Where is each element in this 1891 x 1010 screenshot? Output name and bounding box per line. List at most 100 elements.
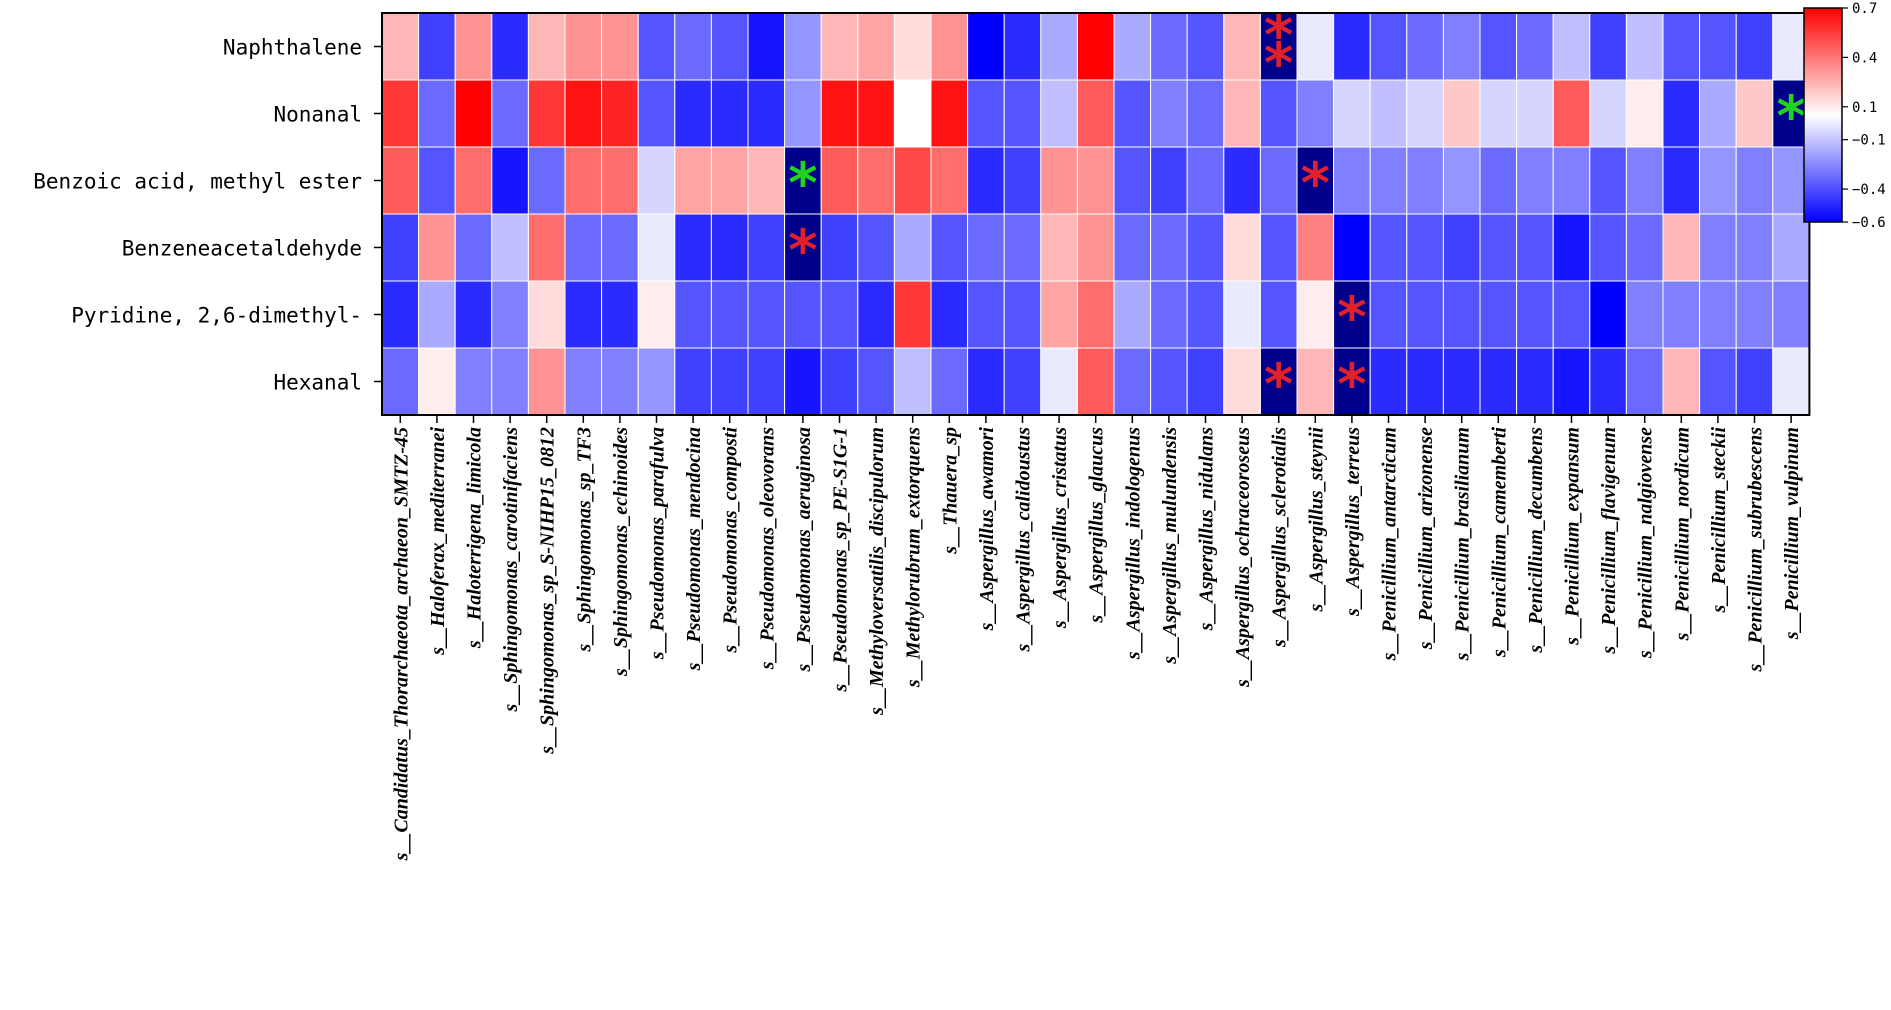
heatmap-cell [1369,280,1408,349]
heatmap-cell [527,213,566,282]
heatmap-cell [747,213,786,282]
heatmap-cell [710,12,749,81]
column-label: s__Aspergillus_steynii [1305,427,1327,613]
heatmap-cell [381,12,420,81]
heatmap-cell [1699,280,1737,349]
column-label: s__Pseudomonas_mendocina [683,427,705,671]
heatmap-cell [527,79,566,148]
heatmap-cell [710,347,749,416]
heatmap-cell [1625,146,1664,215]
heatmap-cell [1296,347,1335,416]
heatmap-cell [747,146,786,215]
heatmap-cell [1150,79,1188,148]
column-label: s__Haloterrigena_limicola [464,427,486,649]
heatmap-cell [1442,280,1481,349]
row-label: Pyridine, 2,6-dimethyl- [71,304,362,328]
heatmap-cell [637,280,676,349]
heatmap-cell [1735,12,1774,81]
heatmap-cell [418,280,456,349]
heatmap-cell [381,79,420,148]
colorbar: 0.7 0.4 0.1 −0.1 −0.4 −0.6 [1803,1,1886,231]
heatmap-cell [637,146,676,215]
heatmap-cell [564,12,603,81]
row-label: Nonanal [273,103,362,127]
heatmap-cell [1552,347,1591,416]
heatmap-cell [820,280,859,349]
heatmap-cell [857,79,895,148]
column-label: s__Penicillium_subrubescens [1745,427,1767,673]
heatmap-cell [893,280,932,349]
significance-marker: * [1264,353,1293,418]
column-label: s__Penicillium_decumbens [1525,427,1547,654]
heatmap-cell [1442,146,1481,215]
heatmap-cell [930,79,969,148]
heatmap-cell [1223,12,1261,81]
heatmap-cell [1076,79,1115,148]
colorbar-tick-label: −0.1 [1852,133,1886,149]
heatmap-cell [527,280,566,349]
heatmap-cell [454,213,493,282]
heatmap-cell [1369,12,1408,81]
heatmap-cell [1076,347,1115,416]
heatmap-cell [1625,79,1664,148]
heatmap-cell [1223,146,1261,215]
column-label: s__Sphingomonas_echinoides [610,427,632,677]
column-label: s__Aspergillus_terreus [1342,427,1364,617]
heatmap-cell [1479,146,1518,215]
heatmap-cell [1662,146,1701,215]
heatmap-cell [1406,213,1444,282]
heatmap-cell [1259,146,1298,215]
heatmap-cell [601,79,639,148]
heatmap-cell [527,347,566,416]
heatmap-cell [1735,213,1774,282]
column-label: s__Penicillium_expansum [1562,427,1584,646]
heatmap-cell [1369,213,1408,282]
heatmap-cell [674,280,712,349]
heatmap-cell [1479,79,1518,148]
heatmap-cell [674,79,712,148]
heatmap-cell [1662,213,1701,282]
heatmap-cell [784,213,822,282]
row-label: Hexanal [273,371,362,395]
colorbar-tick-label: 0.1 [1852,100,1877,116]
heatmap-cell [1113,213,1152,282]
heatmap-cell [564,280,603,349]
heatmap-cell [1223,79,1261,148]
heatmap-cell [381,347,420,416]
heatmap-cell [1040,12,1078,81]
heatmap-cell [857,280,895,349]
heatmap-cell [893,146,932,215]
heatmap-cell [1003,347,1042,416]
heatmap-cell [820,79,859,148]
heatmap-cell [1479,347,1518,416]
heatmap-cell [893,347,932,416]
column-label: s__Penicillium_arizonense [1415,427,1437,650]
heatmap-cell [1113,347,1152,416]
column-label: s__Aspergillus_calidoustus [1013,427,1035,653]
column-label: s__Pseudomonas_sp_PE-S1G-1 [830,427,852,692]
column-label: s__Aspergillus_indologenus [1122,427,1144,661]
heatmap-cell [1223,347,1261,416]
heatmap-cell [1625,280,1664,349]
row-label: Benzoic acid, methyl ester [33,170,362,194]
significance-marker: * [1301,152,1330,217]
heatmap-cell [1223,213,1261,282]
heatmap-cell [1150,12,1188,81]
heatmap-cell [1150,347,1188,416]
heatmap-cell [857,146,895,215]
heatmap-cell [1186,12,1225,81]
heatmap-cell [1662,347,1701,416]
heatmap-cell [601,146,639,215]
heatmap-cell [1296,280,1335,349]
column-label: s__Aspergillus_ochraceoroseus [1232,427,1254,688]
heatmap-cell [1442,79,1481,148]
heatmap-cell [1516,213,1554,282]
heatmap-cell [564,146,603,215]
heatmap-cell [1589,146,1627,215]
heatmap-cell [1479,12,1518,81]
heatmap-cell [1589,213,1627,282]
heatmap-cell [1442,347,1481,416]
heatmap-cell [637,347,676,416]
heatmap-cell [1333,12,1371,81]
column-label: s__Methyloversatilis_discipulorum [866,427,888,716]
